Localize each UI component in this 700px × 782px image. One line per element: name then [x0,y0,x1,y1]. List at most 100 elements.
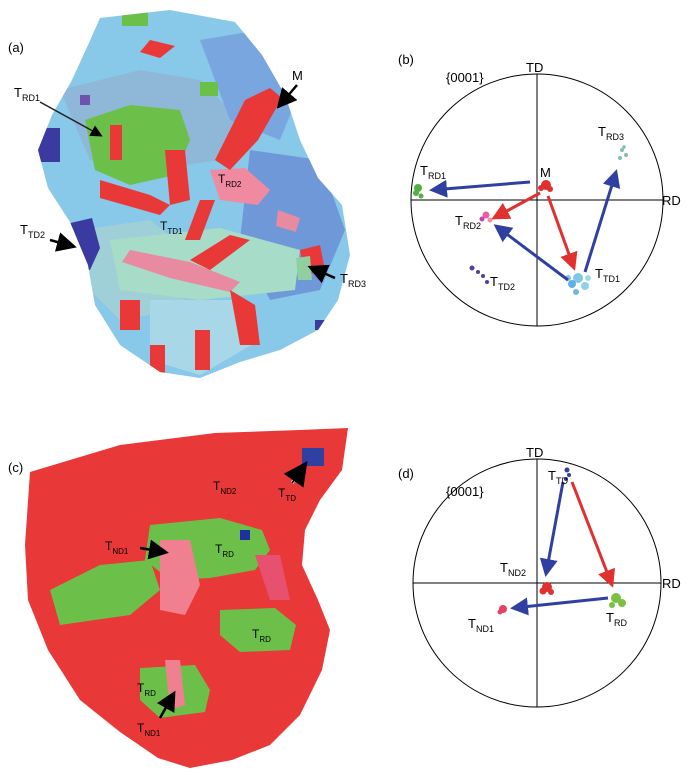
arrow-b-m-trd1 [429,179,531,198]
label-b-trd2: TRD2 [455,213,481,231]
twin-rd-region-2 [220,608,296,652]
axis-b-rd: RD [662,193,681,208]
label-d-tnd1: TND1 [468,616,494,634]
pole-b-trd3 [618,145,628,160]
label-a-trd2: TRD2 [218,172,242,189]
label-b-trd1: TRD1 [420,163,446,181]
twin-td-region [302,448,324,466]
label-d-tnd2: TND2 [500,560,526,578]
label-b-trd1-main: T [420,163,428,178]
label-b-ttd1: TTD1 [595,266,620,284]
pole-figure-d-plane: {0001} [446,484,484,499]
label-a-ttd1-sub: TD1 [167,227,183,236]
arrow-b-m-ttd1 [546,195,578,271]
label-d-ttd-main: T [548,468,556,483]
arrow-b-ttd1-trd2 [493,224,569,282]
label-a-trd1: TRD1 [14,85,40,103]
label-c-trd-c: TRD [137,681,156,698]
axis-d-rd: RD [662,576,681,591]
label-d-tnd2-main: T [500,560,508,575]
arrow-b-ttd1-trd3 [583,169,621,273]
twin-nd1-region [160,540,200,615]
label-a-trd1-main: T [14,85,22,100]
label-c-trd-b-main: T [252,627,260,641]
label-a-ttd2-sub: TD2 [28,230,45,240]
label-b-trd2-sub: RD2 [463,221,481,231]
label-c-tnd1b-sub: ND1 [144,729,161,738]
arrow-b-m-trd2 [491,191,541,220]
label-a-trd3-main: T [340,271,348,286]
label-b-ttd2: TTD2 [490,274,515,292]
label-c-trd-a: TRD [215,542,234,559]
arrow-a-trd3 [307,264,336,284]
label-c-trd-b: TRD [252,627,271,644]
label-c-tnd1b: TND1 [137,721,161,738]
arrow-c-tnd1 [139,539,169,560]
label-b-ttd2-main: T [490,274,498,289]
label-c-tnd2-main: T [213,479,221,493]
label-d-trd: TRD [606,610,627,628]
label-d-tnd1-main: T [468,616,476,631]
label-c-tnd1-main: T [105,539,113,553]
label-c-ttd-sub: TD [285,494,296,503]
twin-rd3-region [296,256,312,280]
label-b-ttd2-sub: TD2 [498,282,515,292]
panel-a: (a) [8,10,366,378]
arrow-a-m [276,84,298,109]
label-c-trd-c-main: T [137,681,145,695]
axis-d-td: TD [526,445,543,460]
label-d-ttd-sub: TD [556,476,568,486]
label-c-trd-a-sub: RD [222,550,234,559]
label-a-ttd2-main: T [20,222,28,237]
label-b-trd2-main: T [455,213,463,228]
pole-b-trd2 [479,211,493,223]
label-b-trd3-main: T [598,124,606,139]
label-b-m: M [540,165,551,180]
pole-b-ttd2 [469,265,489,284]
panel-d: (d) {0001} TD RD TTD TND2 TND1 TRD [398,445,681,708]
label-a-ttd2: TTD2 [20,222,45,240]
arrow-c-tnd1b [156,690,176,719]
axis-b-td: TD [526,60,543,75]
panel-c-tag: (c) [8,460,23,475]
label-c-tnd1-sub: ND1 [112,547,129,556]
ebsd-map-c [25,428,348,768]
twin-rd2-region [210,168,270,205]
label-c-trd-a-main: T [215,542,223,556]
label-d-ttd: TTD [548,468,568,486]
arrow-d-ttd-trd [570,481,615,588]
panel-d-tag: (d) [398,466,414,481]
ebsd-map-a [38,10,350,378]
label-b-trd3: TRD3 [598,124,624,142]
arrow-a-ttd2 [49,232,77,252]
pole-b-m [538,180,553,192]
pole-b-ttd1 [565,273,591,295]
label-c-tnd2-sub: ND2 [220,487,237,496]
label-a-trd3-sub: RD3 [348,279,366,289]
pole-d-ttd [564,467,571,481]
label-a-trd1-sub: RD1 [22,93,40,103]
pole-d-tnd2 [539,582,554,595]
pole-d-tnd1 [497,605,507,615]
matrix-band-1 [215,88,282,170]
arrow-a-trd1 [39,101,103,137]
pole-b-trd1 [413,184,424,199]
label-b-trd3-sub: RD3 [606,132,624,142]
label-b-ttd1-main: T [595,266,603,281]
arrow-d-ttd-tnd2 [539,481,565,577]
label-d-tnd1-sub: ND1 [476,624,494,634]
label-a-trd3: TRD3 [340,271,366,289]
panel-b: (b) {0001} TD RD [398,52,681,327]
label-a-trd2-sub: RD2 [225,180,242,189]
label-d-trd-main: T [606,610,614,625]
label-d-tnd2-sub: ND2 [508,568,526,578]
label-c-ttd: TTD [278,486,296,503]
label-b-trd1-sub: RD1 [428,171,446,181]
label-c-tnd1: TND1 [105,539,129,556]
label-d-trd-sub: RD [614,618,627,628]
arrow-d-trd-tnd1 [510,596,609,616]
panel-c: (c) TND2 TTD TND1 TRD TRD TRD [8,428,348,768]
label-a-trd2-main: T [218,172,226,186]
label-c-tnd2: TND2 [213,479,237,496]
pole-figure-b-plane: {0001} [446,70,484,85]
